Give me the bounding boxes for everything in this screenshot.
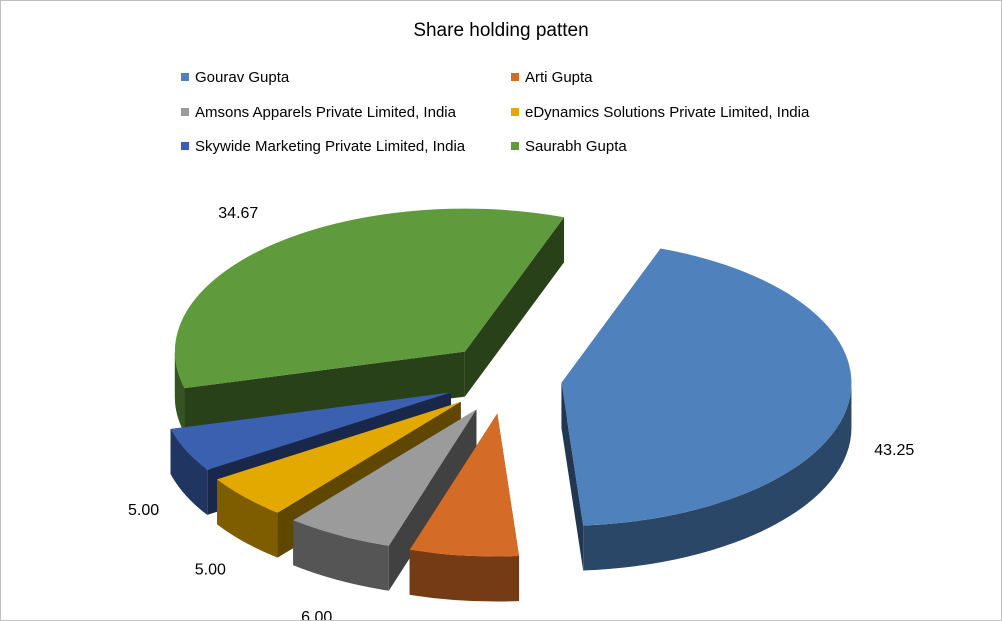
legend-swatch	[181, 108, 189, 116]
legend-label: Saurabh Gupta	[525, 138, 627, 155]
legend-swatch	[511, 142, 519, 150]
data-label: 5.00	[128, 502, 159, 519]
data-label: 6.00	[301, 609, 332, 620]
data-label: 43.25	[874, 442, 914, 459]
legend-item: Saurabh Gupta	[511, 138, 627, 155]
pie-slice	[174, 217, 565, 434]
data-label: 34.67	[218, 205, 258, 222]
slice-top	[293, 409, 477, 546]
legend-label: Gourav Gupta	[195, 69, 290, 86]
slice-outer-side	[174, 351, 185, 434]
legend-item: eDynamics Solutions Private Limited, Ind…	[511, 104, 809, 121]
slice-outer-side	[409, 549, 520, 602]
legend-item: Skywide Marketing Private Limited, India	[181, 138, 465, 155]
legend-item: Gourav Gupta	[181, 69, 289, 86]
chart-title: Share holding patten	[413, 20, 589, 41]
slice-outer-side	[217, 479, 278, 558]
slice-top	[170, 392, 451, 470]
legend-label: eDynamics Solutions Private Limited, Ind…	[525, 104, 810, 121]
slice-outer-side	[583, 382, 852, 571]
slice-wall	[561, 382, 584, 571]
slice-top	[174, 208, 565, 389]
legend-swatch	[511, 108, 519, 116]
slice-wall	[184, 351, 465, 434]
legend-swatch	[181, 142, 189, 150]
data-label: 5.00	[195, 561, 226, 578]
slice-outer-side	[170, 428, 208, 515]
legend: Gourav Gupta Arti Gupta Amsons Apparels Pr…	[1, 1, 1001, 171]
slice-wall	[464, 217, 565, 397]
slice-top	[409, 413, 520, 557]
legend-swatch	[511, 73, 519, 81]
legend-swatch	[181, 73, 189, 81]
legend-label: Amsons Apparels Private Limited, India	[195, 104, 456, 121]
legend-item: Amsons Apparels Private Limited, India	[181, 104, 456, 121]
legend-label: Arti Gupta	[525, 69, 593, 86]
legend-label: Skywide Marketing Private Limited, India	[195, 138, 466, 155]
pie-tops	[170, 208, 852, 557]
legend-item: Arti Gupta	[511, 69, 593, 86]
slice-top	[217, 401, 461, 513]
slice-outer-side	[293, 520, 389, 591]
slice-top	[561, 248, 852, 526]
